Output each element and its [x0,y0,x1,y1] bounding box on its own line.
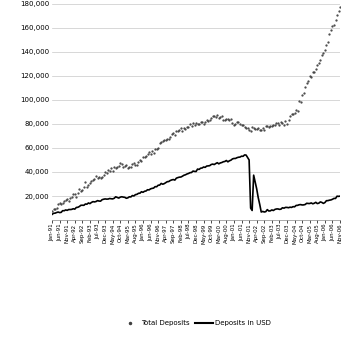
Total Deposits [338,5,342,9]
Total Deposits [256,126,260,130]
Line: Deposits in USD: Deposits in USD [52,155,340,214]
Deposits in USD [338,194,342,198]
Deposits in USD [108,196,112,201]
Deposits in USD [247,158,251,162]
Deposits in USD [267,209,271,213]
Legend: Total Deposits, Deposits in USD: Total Deposits, Deposits in USD [118,318,274,329]
Deposits in USD [243,153,247,157]
Line: Total Deposits: Total Deposits [51,6,341,212]
Total Deposits [50,209,54,213]
Total Deposits [265,124,269,129]
Total Deposits [250,125,254,129]
Total Deposits [108,169,112,173]
Deposits in USD [257,202,262,207]
Deposits in USD [208,164,212,168]
Total Deposits [208,118,212,122]
Total Deposits [246,126,250,130]
Deposits in USD [252,173,256,177]
Deposits in USD [50,212,54,217]
